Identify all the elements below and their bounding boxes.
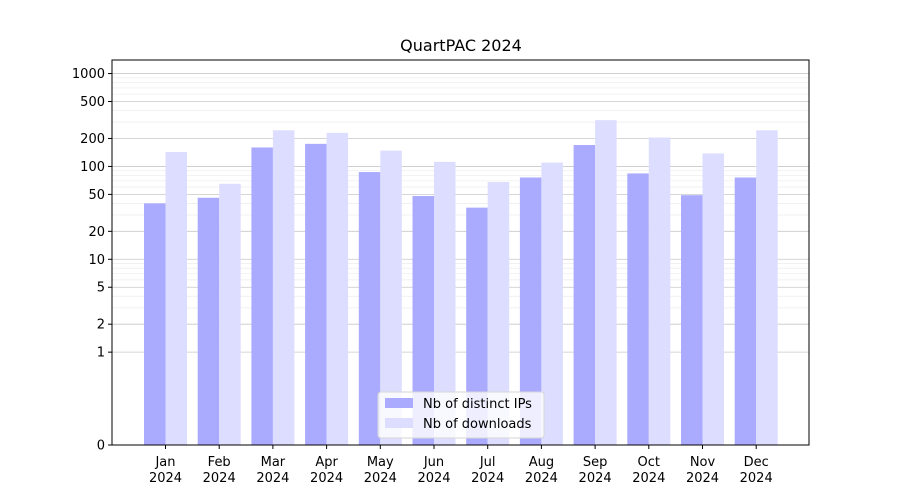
x-tick-label-month: Jan xyxy=(154,455,175,470)
bar-downloads xyxy=(487,181,510,445)
bar-downloads xyxy=(380,150,402,445)
bar-downloads xyxy=(165,152,187,445)
x-tick-label-year: 2024 xyxy=(149,471,182,486)
y-tick-label: 20 xyxy=(88,225,105,240)
bar-distinct-ips xyxy=(627,173,649,446)
x-tick-label-year: 2024 xyxy=(740,471,773,486)
x-tick-label-month: Oct xyxy=(638,455,660,470)
bars xyxy=(144,120,778,446)
y-axis: 0 1 2 5 10 20 50 100 200 500 1000 xyxy=(72,67,112,454)
legend-label: Nb of downloads xyxy=(423,417,532,432)
x-tick-label-month: May xyxy=(367,455,394,470)
y-tick-label: 500 xyxy=(80,95,105,110)
x-tick-label-year: 2024 xyxy=(525,471,558,486)
bar-distinct-ips xyxy=(519,177,542,446)
bar-distinct-ips xyxy=(305,143,327,445)
legend-swatch xyxy=(385,418,413,428)
bar-distinct-ips xyxy=(466,207,488,445)
bar-distinct-ips xyxy=(573,145,596,445)
y-tick-label: 5 xyxy=(97,281,105,296)
bar-distinct-ips xyxy=(358,172,381,445)
bar-downloads xyxy=(595,120,617,446)
x-tick-label-month: Jul xyxy=(479,455,496,470)
legend-label: Nb of distinct IPs xyxy=(423,397,532,412)
x-tick-label-month: Mar xyxy=(261,455,286,470)
y-tick-label: 1 xyxy=(97,346,105,361)
y-tick-label: 0 xyxy=(97,439,105,454)
plot-frame xyxy=(111,59,810,446)
x-tick-label-month: Feb xyxy=(208,455,231,470)
x-tick-label-year: 2024 xyxy=(686,471,719,486)
y-tick-label: 2 xyxy=(97,318,105,333)
chart-title: QuartPAC 2024 xyxy=(400,36,522,55)
bar-distinct-ips xyxy=(412,196,434,445)
x-tick-label-month: Sep xyxy=(583,455,608,470)
legend-swatch xyxy=(385,398,413,408)
bar-distinct-ips xyxy=(251,147,273,445)
bar-downloads xyxy=(326,132,349,445)
x-tick-label-year: 2024 xyxy=(310,471,343,486)
bar-downloads xyxy=(434,161,456,445)
x-tick-label-year: 2024 xyxy=(632,471,665,486)
legend-box xyxy=(377,391,545,439)
x-tick-label-month: Nov xyxy=(690,455,716,470)
x-tick-label-year: 2024 xyxy=(256,471,289,486)
bar-downloads xyxy=(541,162,563,446)
bar-distinct-ips xyxy=(734,177,757,446)
x-tick-label-year: 2024 xyxy=(417,471,450,486)
bar-downloads xyxy=(702,153,724,445)
bar-downloads xyxy=(272,130,295,445)
x-tick-label-year: 2024 xyxy=(203,471,236,486)
x-tick-label-month: Dec xyxy=(744,455,769,470)
x-tick-label-year: 2024 xyxy=(471,471,504,486)
bar-downloads xyxy=(648,137,671,445)
bar-downloads xyxy=(756,130,778,445)
y-tick-label: 10 xyxy=(88,253,105,268)
x-tick-label-year: 2024 xyxy=(579,471,612,486)
bar-distinct-ips xyxy=(681,195,703,445)
bar-distinct-ips xyxy=(144,203,166,445)
y-tick-label: 100 xyxy=(80,160,105,175)
y-tick-label: 200 xyxy=(80,132,105,147)
bar-downloads xyxy=(219,183,241,446)
x-tick-label-month: Jun xyxy=(423,455,444,470)
x-tick-label-month: Apr xyxy=(315,455,338,470)
legend: Nb of distinct IPs Nb of downloads xyxy=(377,391,545,439)
y-tick-label: 1000 xyxy=(72,67,105,82)
x-tick-label-month: Aug xyxy=(529,455,554,470)
x-axis: Jan2024Feb2024Mar2024Apr2024May2024Jun20… xyxy=(149,445,773,486)
y-tick-label: 50 xyxy=(88,188,105,203)
x-tick-label-year: 2024 xyxy=(364,471,397,486)
bar-distinct-ips xyxy=(197,197,220,445)
